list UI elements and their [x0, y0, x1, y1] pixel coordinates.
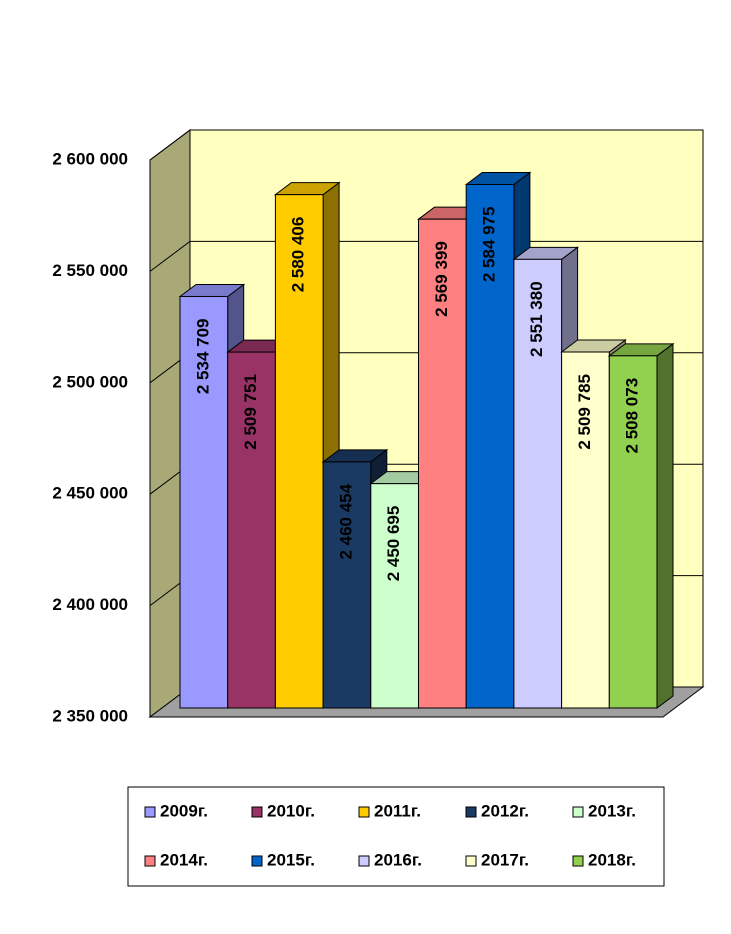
- legend-label: 2010г.: [267, 801, 315, 820]
- grid-line: [149, 240, 703, 272]
- bar: [274, 194, 324, 709]
- value-label: 2 460 454: [336, 483, 355, 559]
- legend-swatch: [572, 806, 584, 818]
- legend-label: 2018г.: [588, 850, 636, 869]
- bar: [227, 351, 276, 709]
- bar-side: [656, 342, 674, 709]
- legend-swatch: [251, 855, 263, 867]
- bar: [465, 183, 515, 709]
- legend: [127, 786, 665, 887]
- value-label: 2 508 073: [623, 378, 642, 454]
- value-label: 2 450 695: [384, 506, 403, 582]
- value-label: 2 534 709: [193, 318, 212, 394]
- bar: [418, 218, 467, 709]
- bar: [608, 355, 658, 709]
- legend-swatch: [358, 806, 370, 818]
- value-label: 2 584 975: [480, 206, 499, 282]
- y-tick-label: 2 450 000: [52, 484, 128, 503]
- value-label: 2 509 751: [241, 374, 260, 450]
- legend-label: 2013г.: [588, 801, 636, 820]
- legend-label: 2012г.: [481, 801, 529, 820]
- bar: [513, 258, 563, 709]
- y-tick-label: 2 600 000: [52, 149, 128, 168]
- grid-line: [149, 129, 703, 161]
- value-label: 2 569 399: [432, 241, 451, 317]
- legend-swatch: [572, 855, 584, 867]
- legend-swatch: [251, 806, 263, 818]
- value-label: 2 580 406: [289, 217, 308, 293]
- bar: [561, 351, 610, 709]
- y-tick-label: 2 400 000: [52, 595, 128, 614]
- value-label: 2 509 785: [575, 374, 594, 450]
- y-tick-label: 2 500 000: [52, 372, 128, 391]
- y-tick-label: 2 350 000: [52, 706, 128, 725]
- value-label: 2 551 380: [527, 281, 546, 357]
- y-tick-label: 2 550 000: [52, 261, 128, 280]
- legend-label: 2011г.: [374, 801, 421, 820]
- bar: [179, 295, 229, 709]
- legend-swatch: [465, 855, 477, 867]
- legend-label: 2015г.: [267, 850, 315, 869]
- legend-label: 2009г.: [160, 801, 208, 820]
- legend-label: 2014г.: [160, 850, 208, 869]
- bar: [370, 483, 419, 709]
- bar: [322, 461, 372, 709]
- legend-swatch: [144, 806, 156, 818]
- legend-label: 2017г.: [481, 850, 529, 869]
- legend-swatch: [465, 806, 477, 818]
- legend-swatch: [358, 855, 370, 867]
- legend-label: 2016г.: [374, 850, 422, 869]
- legend-swatch: [144, 855, 156, 867]
